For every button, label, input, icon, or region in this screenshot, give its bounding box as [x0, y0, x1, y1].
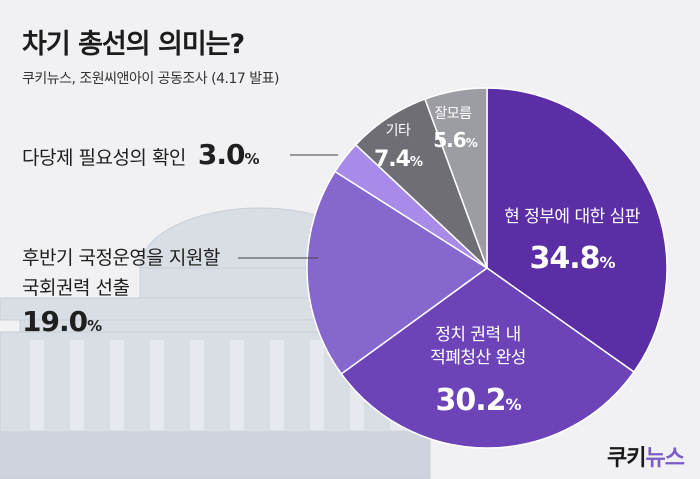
slice-unit-support-gov: % — [87, 317, 103, 335]
slice-value-support-gov: 19.0 — [22, 305, 88, 338]
brand-part2: 뉴스 — [645, 446, 684, 471]
slice-value-other: 7.4% — [374, 147, 423, 172]
slice-label-support-gov-line1: 후반기 국정운영을 지원할 — [22, 247, 220, 269]
page-title: 차기 총선의 의미는? — [22, 29, 245, 60]
slice-label-other: 기타 — [386, 123, 411, 139]
slice-value-multiparty: 3.0 — [197, 138, 246, 171]
page-subtitle: 쿠키뉴스, 조원씨앤아이 공동조사 (4.17 발표) — [22, 71, 279, 87]
brand-logo: 쿠키뉴스 — [607, 440, 685, 472]
brand-part1: 쿠키 — [607, 446, 646, 471]
slice-label-multiparty: 다당제 필요성의 확인 — [22, 147, 186, 169]
pie-slice-unknown — [424, 87, 488, 269]
label-multiparty: 다당제 필요성의 확인 3.0% — [22, 138, 260, 173]
pie-slice-support-gov — [306, 170, 489, 375]
slice-label-unknown: 잘모름 — [434, 106, 472, 122]
label-support-gov: 후반기 국정운영을 지원할 국회권력 선출 19.0% — [22, 243, 220, 338]
pie-slice-gov-judgment — [486, 87, 668, 374]
slice-label-support-gov-line2: 국회권력 선출 — [22, 277, 130, 299]
pie-slice-corruption-clearance — [340, 267, 635, 449]
slice-value-gov-judgment: 34.8% — [529, 241, 615, 276]
slice-label-corruption-clearance-line1: 정치 권력 내 — [435, 325, 521, 345]
slice-label-corruption-clearance-line2: 적폐청산 완성 — [430, 348, 526, 368]
slice-unit-multiparty: % — [244, 150, 260, 168]
slice-value-unknown: 5.6% — [433, 128, 477, 152]
slice-value-corruption-clearance: 30.2% — [435, 383, 521, 418]
slice-label-gov-judgment: 현 정부에 대한 심판 — [504, 207, 641, 227]
